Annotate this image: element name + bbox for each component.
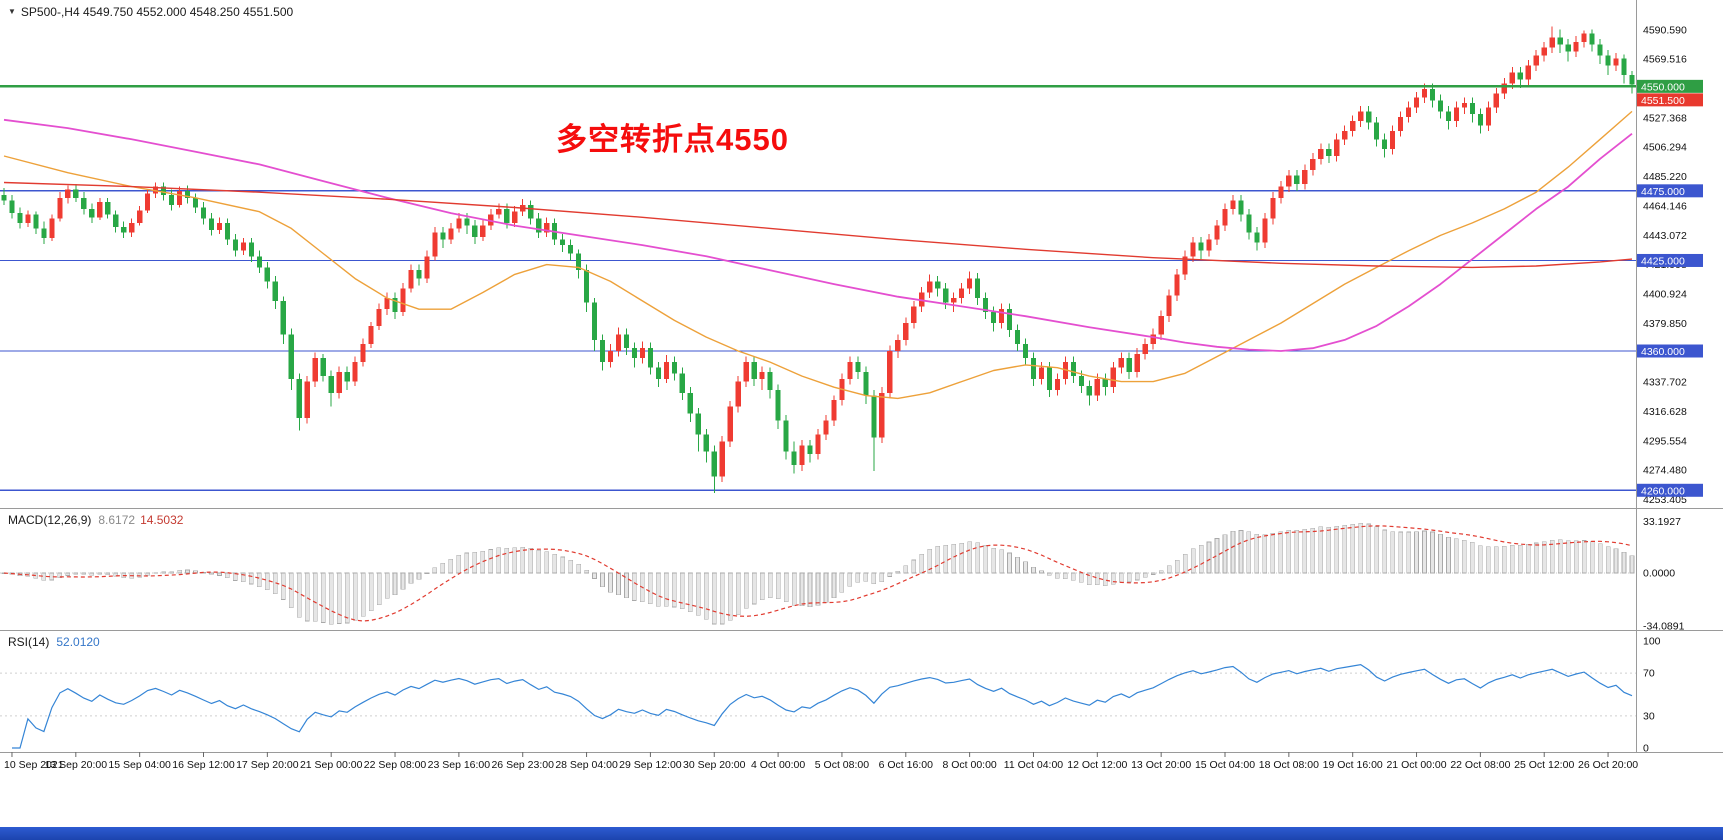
svg-text:22 Oct 08:00: 22 Oct 08:00: [1450, 759, 1510, 771]
svg-text:4253.405: 4253.405: [1643, 494, 1687, 506]
last-price-label: [1637, 93, 1703, 107]
svg-text:4527.368: 4527.368: [1643, 112, 1687, 124]
rsi-name: RSI(14): [8, 635, 50, 649]
svg-text:4590.590: 4590.590: [1643, 24, 1687, 36]
symbol-title-bar: ▼ SP500-,H4 4549.750 4552.000 4548.250 45…: [8, 5, 293, 19]
svg-text:6 Oct 16:00: 6 Oct 16:00: [879, 759, 933, 771]
svg-text:17 Sep 20:00: 17 Sep 20:00: [236, 759, 299, 771]
svg-text:28 Sep 04:00: 28 Sep 04:00: [555, 759, 618, 771]
svg-text:0: 0: [1643, 743, 1649, 755]
svg-text:4295.554: 4295.554: [1643, 435, 1687, 447]
svg-text:11 Oct 04:00: 11 Oct 04:00: [1004, 759, 1064, 771]
svg-text:23 Sep 16:00: 23 Sep 16:00: [428, 759, 491, 771]
svg-text:22 Sep 08:00: 22 Sep 08:00: [364, 759, 427, 771]
svg-text:4260.000: 4260.000: [1641, 485, 1685, 497]
svg-text:16 Sep 12:00: 16 Sep 12:00: [172, 759, 235, 771]
rsi-value: 52.0120: [56, 635, 100, 649]
svg-text:13 Sep 20:00: 13 Sep 20:00: [45, 759, 108, 771]
svg-text:4569.516: 4569.516: [1643, 54, 1687, 66]
svg-text:15 Oct 04:00: 15 Oct 04:00: [1195, 759, 1255, 771]
moving-averages-layer: [3, 110, 1633, 400]
svg-text:21 Oct 00:00: 21 Oct 00:00: [1386, 759, 1446, 771]
svg-text:10 Sep 2021: 10 Sep 2021: [4, 759, 64, 771]
svg-text:26 Sep 23:00: 26 Sep 23:00: [491, 759, 554, 771]
svg-text:4485.220: 4485.220: [1643, 171, 1687, 183]
price-axis[interactable]: 4590.5904569.5164548.4424527.3684506.294…: [1643, 24, 1687, 754]
svg-text:30: 30: [1643, 710, 1655, 722]
svg-text:5 Oct 08:00: 5 Oct 08:00: [815, 759, 869, 771]
svg-text:18 Oct 08:00: 18 Oct 08:00: [1259, 759, 1319, 771]
svg-text:25 Oct 12:00: 25 Oct 12:00: [1514, 759, 1574, 771]
svg-text:8 Oct 00:00: 8 Oct 00:00: [942, 759, 996, 771]
rsi-label: RSI(14) 52.0120: [8, 635, 100, 649]
rsi-layer[interactable]: [0, 663, 1636, 749]
svg-text:4550.000: 4550.000: [1641, 81, 1685, 93]
svg-text:29 Sep 12:00: 29 Sep 12:00: [619, 759, 682, 771]
svg-text:4425.000: 4425.000: [1641, 255, 1685, 267]
macd-layer[interactable]: [0, 522, 1636, 625]
svg-text:4379.850: 4379.850: [1643, 318, 1687, 330]
svg-text:4506.294: 4506.294: [1643, 142, 1687, 154]
svg-text:4475.000: 4475.000: [1641, 186, 1685, 198]
svg-text:15 Sep 04:00: 15 Sep 04:00: [108, 759, 171, 771]
svg-text:13 Oct 20:00: 13 Oct 20:00: [1131, 759, 1191, 771]
svg-text:70: 70: [1643, 668, 1655, 680]
candles-layer[interactable]: [1, 26, 1635, 494]
pane-separators: [0, 0, 1723, 753]
ma-slow-red: [3, 181, 1633, 269]
svg-text:4464.146: 4464.146: [1643, 200, 1687, 212]
svg-text:4316.628: 4316.628: [1643, 406, 1687, 418]
svg-text:4 Oct 00:00: 4 Oct 00:00: [751, 759, 805, 771]
svg-text:0.0000: 0.0000: [1643, 568, 1675, 580]
svg-text:19 Oct 16:00: 19 Oct 16:00: [1323, 759, 1383, 771]
macd-name: MACD(12,26,9): [8, 513, 92, 527]
price-line-labels: 4550.000 4475.000 4425.000 4360.000 4260.000…: [1637, 79, 1703, 497]
svg-text:21 Sep 00:00: 21 Sep 00:00: [300, 759, 363, 771]
svg-text:100: 100: [1643, 636, 1661, 648]
svg-text:26 Oct 20:00: 26 Oct 20:00: [1578, 759, 1638, 771]
svg-text:4400.924: 4400.924: [1643, 288, 1687, 300]
svg-text:12 Oct 12:00: 12 Oct 12:00: [1067, 759, 1127, 771]
svg-text:-34.0891: -34.0891: [1643, 620, 1685, 632]
macd-signal-line: [3, 525, 1633, 622]
ma-mid-magenta: [3, 118, 1633, 352]
svg-text:4360.000: 4360.000: [1641, 346, 1685, 358]
svg-text:33.1927: 33.1927: [1643, 516, 1681, 528]
svg-text:4274.480: 4274.480: [1643, 465, 1687, 477]
svg-text:4337.702: 4337.702: [1643, 377, 1687, 389]
symbol-ohlc-text: SP500-,H4 4549.750 4552.000 4548.250 455…: [20, 5, 294, 19]
svg-text:4551.500: 4551.500: [1641, 95, 1685, 107]
rsi-line: [12, 663, 1633, 749]
macd-main-value: 8.6172: [98, 513, 136, 527]
svg-text:4443.072: 4443.072: [1643, 230, 1687, 242]
taskbar-strip: [0, 827, 1723, 840]
macd-label: MACD(12,26,9) 8.6172 14.5032: [8, 513, 183, 527]
symbol-dropdown-icon[interactable]: ▼: [8, 7, 16, 16]
macd-signal-value: 14.5032: [140, 513, 184, 527]
annotation-text: 多空转折点4550: [556, 122, 789, 157]
ma-fast-orange: [3, 110, 1633, 400]
svg-text:30 Sep 20:00: 30 Sep 20:00: [683, 759, 746, 771]
hlines-layer: [0, 190, 1636, 491]
